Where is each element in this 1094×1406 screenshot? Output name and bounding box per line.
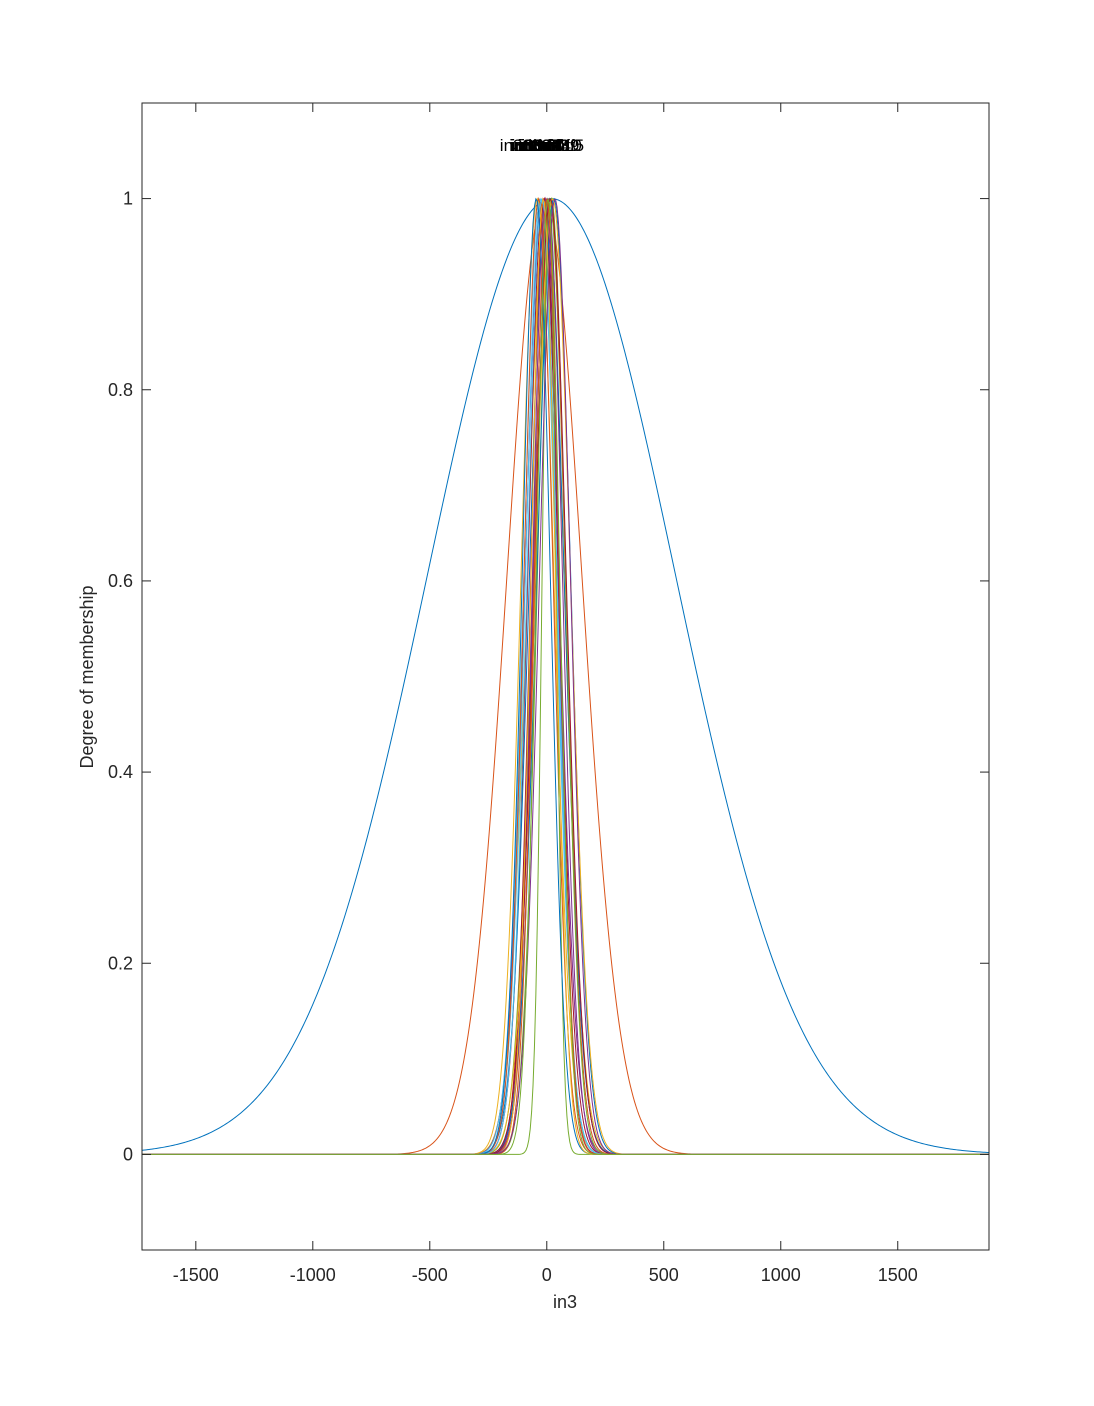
curves-layer	[141, 196, 990, 1155]
mf-label-7: in3mf7	[509, 136, 560, 155]
mf-label-5: in3mf5	[533, 136, 584, 155]
mf-label-9: in3mf9	[528, 136, 579, 155]
y-tick-label: 0.6	[108, 571, 133, 591]
mf-label-3: in3mf3	[518, 136, 569, 155]
y-tick-label: 0.8	[108, 380, 133, 400]
x-tick-label: -1000	[290, 1265, 336, 1285]
x-tick-label: 1000	[761, 1265, 801, 1285]
y-tick-label: 0.2	[108, 953, 133, 973]
mf-label-1: in3mf1	[512, 136, 563, 155]
x-tick-label: -500	[412, 1265, 448, 1285]
x-tick-label: -1500	[173, 1265, 219, 1285]
membership-curve-1	[141, 198, 990, 1154]
x-tick-label: 500	[649, 1265, 679, 1285]
mf-label-8: in3mf8	[519, 136, 570, 155]
axes-box	[141, 102, 990, 1251]
mf-label-4: in3mf4	[520, 136, 571, 155]
x-tick-label: 0	[542, 1265, 552, 1285]
y-tick-label: 0	[123, 1144, 133, 1164]
mf-label-2: in3mf2	[510, 136, 561, 155]
mf-label-6: in3mf6	[500, 136, 551, 155]
mf-label-layer: in3mf1in3mf2in3mf3in3mf4in3mf5in3mf6in3m…	[500, 136, 584, 155]
mf-label-10: in3mf10	[521, 136, 581, 155]
tick-layer: -1500 -1000 -500 0 500 1000 1500 0 0.2 0.4 0.6 0.8 1	[108, 103, 989, 1285]
membership-curve-26	[142, 198, 989, 1155]
x-axis-label: in3	[553, 1292, 577, 1312]
x-tick-label: 1500	[878, 1265, 918, 1285]
y-tick-label: 0.4	[108, 762, 133, 782]
y-axis-label: Degree of membership	[77, 585, 97, 768]
y-tick-label: 1	[123, 189, 133, 209]
